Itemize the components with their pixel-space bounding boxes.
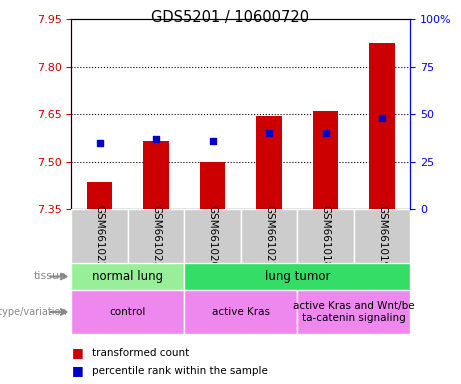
Text: genotype/variation: genotype/variation [0, 307, 67, 317]
Bar [354, 209, 410, 263]
Text: ■: ■ [71, 364, 83, 377]
Bar [297, 209, 354, 263]
Bar [297, 290, 410, 334]
Point [266, 130, 273, 136]
Bar [71, 263, 184, 290]
Point [378, 115, 386, 121]
Point [209, 138, 216, 144]
Bar [143, 141, 169, 209]
Bar [128, 209, 184, 263]
Text: GSM661021: GSM661021 [264, 205, 274, 268]
Point [153, 136, 160, 142]
Text: normal lung: normal lung [92, 270, 164, 283]
Text: control: control [110, 307, 146, 317]
Bar [369, 43, 395, 209]
Bar [241, 209, 297, 263]
Text: GSM661023: GSM661023 [151, 205, 161, 268]
Point [322, 130, 329, 136]
Text: active Kras and Wnt/be
ta-catenin signaling: active Kras and Wnt/be ta-catenin signal… [293, 301, 414, 323]
Bar [313, 111, 338, 209]
Text: GSM661019: GSM661019 [377, 205, 387, 268]
Bar [256, 116, 282, 209]
Text: lung tumor: lung tumor [265, 270, 330, 283]
Text: percentile rank within the sample: percentile rank within the sample [92, 366, 268, 376]
Text: GDS5201 / 10600720: GDS5201 / 10600720 [151, 10, 310, 25]
Bar [184, 209, 241, 263]
Bar [184, 263, 410, 290]
Text: tissue: tissue [34, 271, 67, 281]
Text: transformed count: transformed count [92, 348, 189, 358]
Bar [87, 182, 112, 209]
Text: GSM661022: GSM661022 [95, 205, 105, 268]
Text: GSM661020: GSM661020 [207, 205, 218, 268]
Text: GSM661018: GSM661018 [320, 205, 331, 268]
Text: ■: ■ [71, 346, 83, 359]
Bar [71, 209, 128, 263]
Text: active Kras: active Kras [212, 307, 270, 317]
Bar [200, 162, 225, 209]
Bar [71, 290, 184, 334]
Bar [184, 290, 297, 334]
Point [96, 140, 103, 146]
